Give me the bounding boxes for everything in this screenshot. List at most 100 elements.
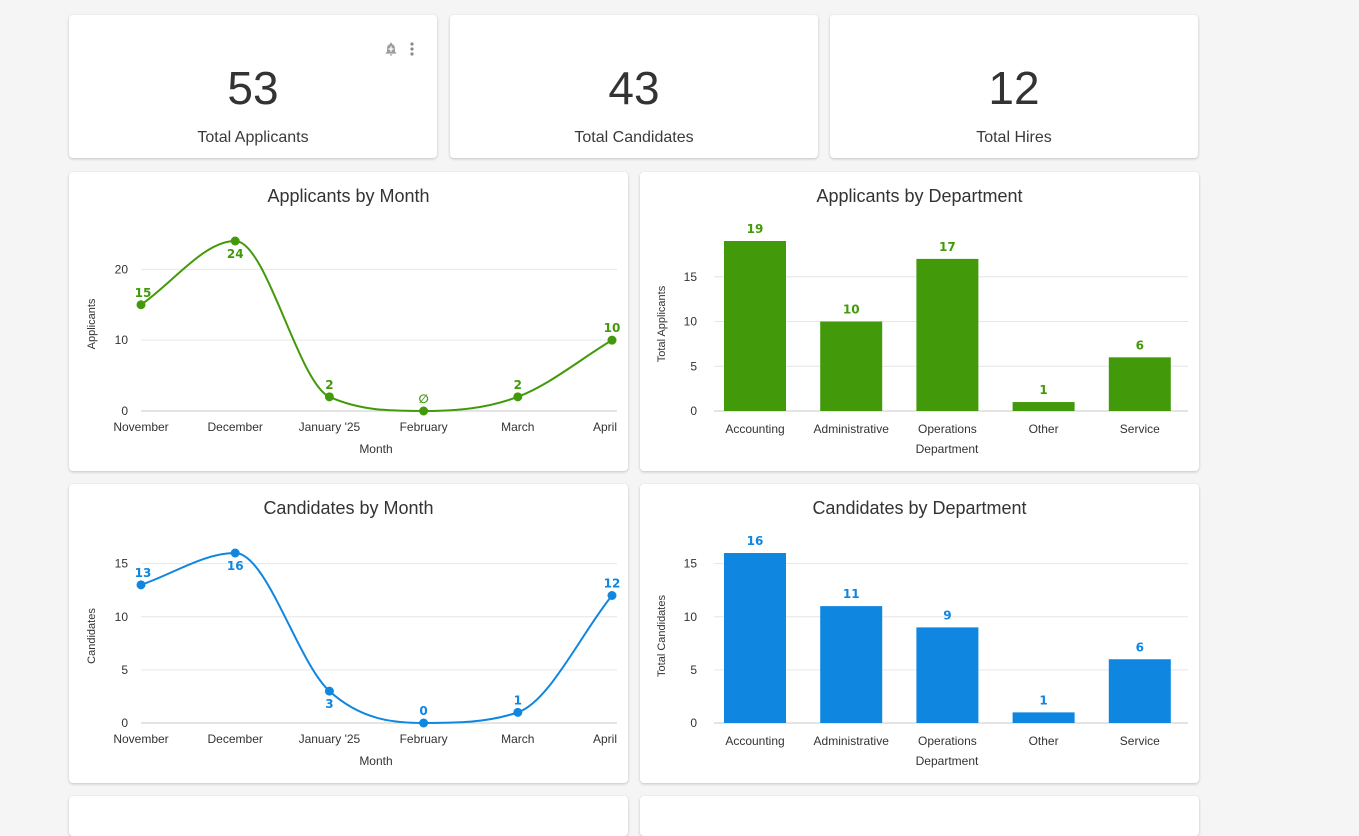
kpi-label: Total Hires [976, 129, 1052, 146]
x-tick-label-november: November [113, 420, 168, 434]
chart-title: Applicants by Month [267, 186, 429, 206]
data-label-april: 12 [604, 577, 621, 591]
x-tick-label-march: March [501, 732, 534, 746]
data-label-administrative: 11 [843, 587, 860, 601]
x-tick-label-accounting: Accounting [725, 734, 784, 748]
kpi-label: Total Candidates [574, 129, 694, 146]
chart-card-partial[interactable] [640, 796, 1199, 836]
bar-other [1012, 402, 1075, 411]
data-label-november: 13 [135, 566, 152, 580]
y-axis-label: Total Applicants [656, 285, 668, 362]
data-label-service: 6 [1136, 640, 1144, 654]
bar-other [1012, 712, 1075, 723]
data-point-november [136, 300, 146, 310]
more-vert-icon[interactable] [409, 41, 415, 57]
data-label-service: 6 [1136, 338, 1144, 352]
x-axis-label: Department [916, 442, 979, 456]
kpi-card-actions [383, 41, 415, 57]
chart-card-applicants-by-month[interactable]: Applicants by Month 0 10 20 Applicants Month 1… [69, 172, 628, 471]
x-tick-label-operations: Operations [918, 734, 977, 748]
kpi-value: 12 [988, 62, 1040, 114]
y-tick-label-5: 5 [690, 359, 697, 373]
x-tick-label-april: April [593, 732, 617, 746]
chart-card-partial[interactable] [69, 796, 628, 836]
x-tick-label-january-25: January '25 [299, 420, 361, 434]
y-axis-label: Applicants [86, 298, 98, 349]
x-tick-label-operations: Operations [918, 422, 977, 436]
y-tick-label-10: 10 [684, 315, 698, 329]
data-point-march [513, 707, 523, 717]
y-tick-label-0: 0 [690, 716, 697, 730]
y-tick-label-0: 0 [121, 404, 128, 418]
series-line [140, 551, 613, 725]
data-point-april [607, 335, 617, 345]
data-label-march: 1 [514, 693, 522, 707]
applicants-by-month-chart: Applicants by Month 0 10 20 Applicants Month 1… [86, 186, 621, 456]
data-label-december: 16 [227, 559, 244, 573]
data-label-march: 2 [514, 378, 522, 392]
candidates-by-month-chart: Candidates by Month051015CandidatesMonth… [86, 498, 621, 768]
x-axis-label: Month [359, 442, 392, 456]
x-tick-label-december: December [208, 732, 263, 746]
data-point-december [230, 548, 240, 558]
x-tick-label-administrative: Administrative [814, 422, 890, 436]
kpi-card-total-hires[interactable]: 12 Total Hires [830, 15, 1198, 158]
bar-accounting [724, 553, 786, 723]
data-label-other: 1 [1039, 693, 1047, 707]
chart-title: Applicants by Department [816, 186, 1022, 206]
bar-service [1108, 357, 1171, 411]
x-tick-label-february: February [400, 732, 448, 746]
series-line [140, 239, 613, 413]
kpi-value: 53 [227, 62, 279, 114]
bar-operations [916, 627, 979, 723]
x-tick-label-february: February [400, 420, 448, 434]
chart-card-candidates-by-department[interactable]: Candidates by Department 0 5 10 15 Total Cand… [640, 484, 1199, 783]
kpi-card-total-candidates[interactable]: 43 Total Candidates [450, 15, 818, 158]
data-label-november: 15 [135, 286, 152, 300]
kpi-card-total-applicants[interactable]: 53 Total Applicants [69, 15, 437, 158]
x-tick-label-accounting: Accounting [725, 422, 784, 436]
data-point-january-25 [324, 392, 334, 402]
bar-administrative [820, 606, 883, 723]
x-tick-label-service: Service [1120, 734, 1160, 748]
x-tick-label-november: November [113, 732, 168, 746]
x-tick-label-march: March [501, 420, 534, 434]
candidates-by-department-chart: Candidates by Department 0 5 10 15 Total Cand… [656, 498, 1188, 768]
data-point-november [136, 580, 146, 590]
data-label-accounting: 16 [747, 534, 764, 548]
x-axis-label: Month [359, 754, 392, 768]
applicants-by-department-chart: Applicants by Department 0 5 10 15 Total Appl… [656, 186, 1188, 456]
bar-administrative [820, 321, 883, 411]
data-label-april: 10 [604, 321, 621, 335]
y-tick-label-15: 15 [684, 557, 698, 571]
x-tick-label-april: April [593, 420, 617, 434]
x-axis-label: Department [916, 754, 979, 768]
x-tick-label-december: December [208, 420, 263, 434]
y-tick-label-5: 5 [690, 663, 697, 677]
chart-title: Candidates by Month [263, 498, 433, 518]
y-axis-label: Total Candidates [656, 595, 668, 677]
kpi-label: Total Applicants [197, 129, 309, 146]
y-tick-label-15: 15 [115, 557, 129, 571]
chart-title: Candidates by Department [812, 498, 1026, 518]
data-label-administrative: 10 [843, 303, 860, 317]
data-label-december: 24 [227, 247, 244, 261]
y-tick-label-20: 20 [115, 262, 129, 276]
y-tick-label-10: 10 [115, 610, 129, 624]
data-label-february: ∅ [418, 392, 428, 406]
kpi-value: 43 [608, 62, 660, 114]
y-tick-label-15: 15 [684, 270, 698, 284]
bar-operations [916, 258, 979, 411]
data-point-march [513, 392, 523, 402]
data-point-january-25 [324, 686, 334, 696]
y-tick-label-10: 10 [115, 333, 129, 347]
data-label-february: 0 [419, 704, 427, 718]
chart-card-applicants-by-department[interactable]: Applicants by Department 0 5 10 15 Total Appl… [640, 172, 1199, 471]
chart-card-candidates-by-month[interactable]: Candidates by Month 0 5 10 15 Candidates Month… [69, 484, 628, 783]
x-tick-label-other: Other [1029, 422, 1059, 436]
bar-accounting [724, 241, 786, 411]
y-tick-label-0: 0 [121, 716, 128, 730]
x-tick-label-service: Service [1120, 422, 1160, 436]
y-tick-label-5: 5 [121, 663, 128, 677]
alert-bell-icon[interactable] [383, 41, 399, 57]
